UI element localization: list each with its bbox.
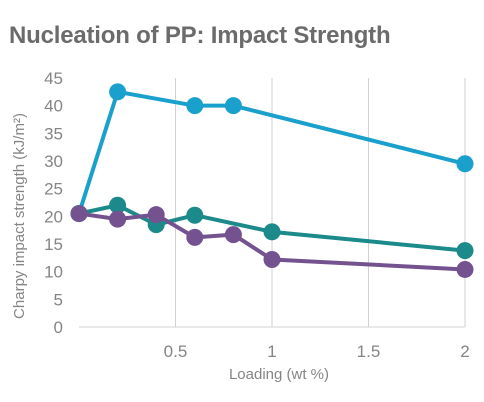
series-1-point [109,83,127,101]
series-3-point [186,228,204,246]
y-tick-label: 0 [54,318,63,337]
y-tick-label: 5 [54,290,63,309]
y-tick-label: 20 [44,207,63,226]
series-2-point [456,242,474,260]
series-3-point [147,206,165,224]
series-3-point [263,250,281,268]
series-2-point [263,223,281,241]
x-axis-title: Loading (wt %) [229,366,329,383]
y-axis-title: Charpy impact strength (kJ/m²) [11,113,28,319]
series-1-point [186,97,204,115]
y-tick-label: 40 [44,97,63,116]
series-1-point [456,155,474,173]
series-3 [70,205,474,278]
series-2-point [109,196,127,214]
y-tick-label: 45 [44,69,63,88]
series-2 [70,196,474,260]
x-tick-label: 0.5 [164,342,188,361]
y-tick-label: 30 [44,152,63,171]
y-tick-label: 15 [44,235,63,254]
x-tick-label: 1.5 [357,342,381,361]
series-2-point [186,206,204,224]
x-tick-label: 2 [460,342,469,361]
y-tick-label: 10 [44,263,63,282]
series-1-point [224,97,242,115]
y-tick-label: 35 [44,124,63,143]
chart-title: Nucleation of PP: Impact Strength [9,22,391,49]
series-3-point [109,210,127,228]
y-tick-label: 25 [44,180,63,199]
x-tick-label: 1 [267,342,276,361]
series-3-point [224,226,242,244]
series-3-point [70,205,88,223]
series-3-point [456,260,474,278]
